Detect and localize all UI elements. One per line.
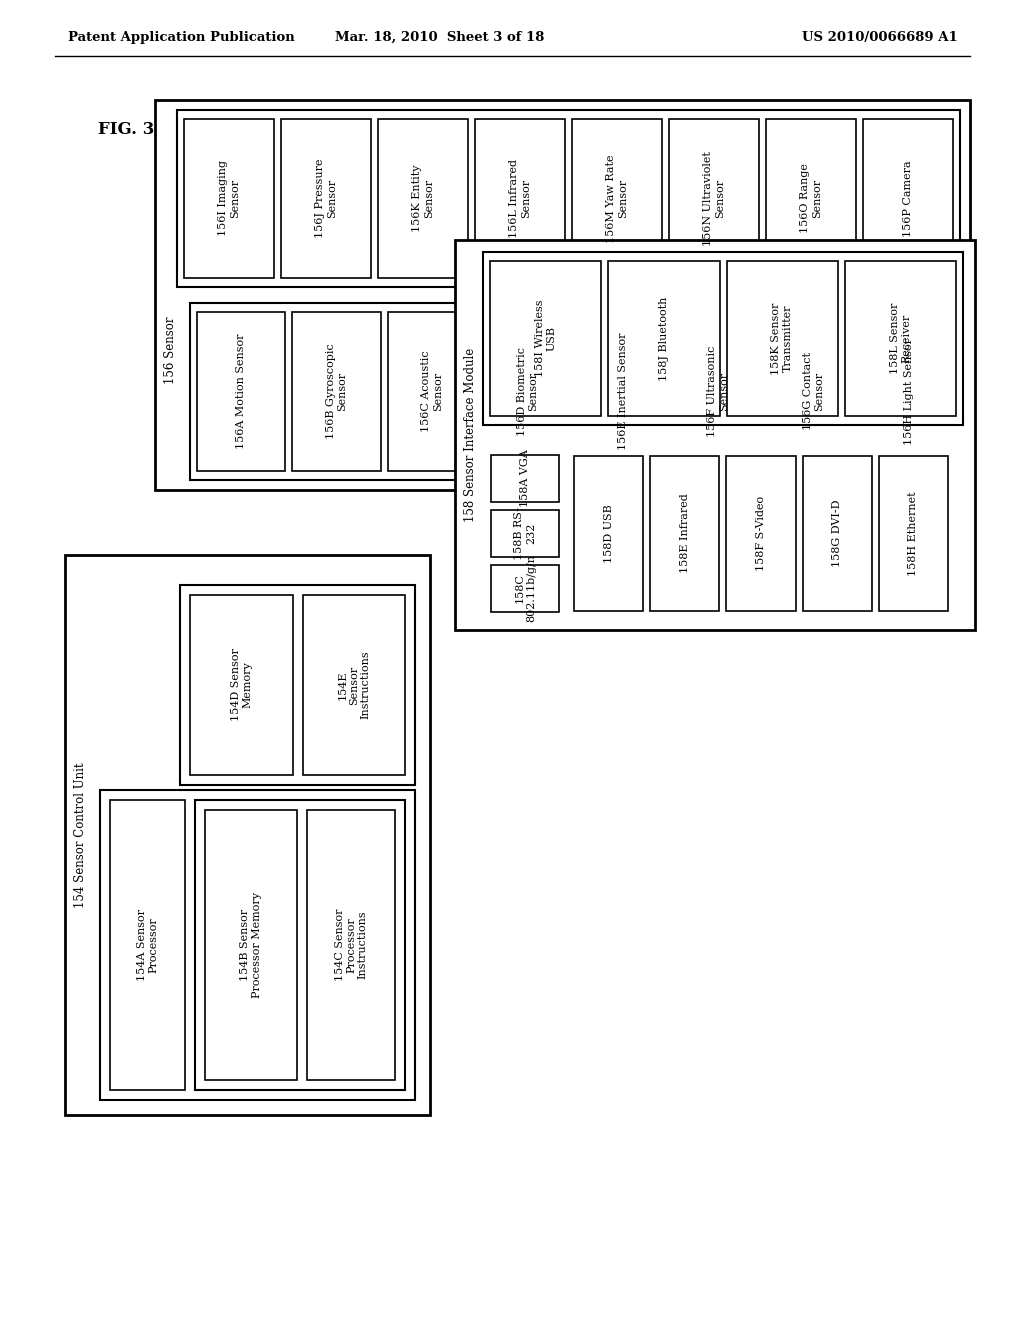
Bar [110,800,185,1090]
Text: 154E
Sensor
Instructions: 154E Sensor Instructions [338,651,371,719]
Bar [579,312,667,471]
Text: 158B RS-
232: 158B RS- 232 [514,507,536,560]
Text: 156J Pressure
Sensor: 156J Pressure Sensor [315,158,337,238]
Text: 154D Sensor
Memory: 154D Sensor Memory [230,648,253,722]
Text: 158A VGA: 158A VGA [520,450,530,507]
Bar [845,261,956,416]
Text: 156G Contact
Sensor: 156G Contact Sensor [803,352,824,430]
Bar [184,119,274,279]
Bar [769,312,858,471]
Bar [180,585,415,785]
Text: 158 Sensor Interface Module: 158 Sensor Interface Module [465,348,477,523]
Text: US 2010/0066689 A1: US 2010/0066689 A1 [802,30,957,44]
Text: 158L Sensor
Receiver: 158L Sensor Receiver [890,302,911,374]
Bar [879,455,948,611]
Text: 158I Wireless
USB: 158I Wireless USB [535,300,556,378]
Text: 156I Imaging
Sensor: 156I Imaging Sensor [218,161,240,236]
Bar [475,119,565,279]
Text: 156K Entity
Sensor: 156K Entity Sensor [413,165,434,232]
Bar [650,455,720,611]
Text: 156H Light Sensor: 156H Light Sensor [904,338,913,445]
Text: 156D Biometric
Sensor: 156D Biometric Sensor [516,347,539,436]
Bar [726,455,796,611]
Text: Mar. 18, 2010  Sheet 3 of 18: Mar. 18, 2010 Sheet 3 of 18 [335,30,545,44]
Bar [490,455,559,502]
Text: 156E Inertial Sensor: 156E Inertial Sensor [617,333,628,450]
Text: 154 Sensor Control Unit: 154 Sensor Control Unit [74,762,86,908]
Bar [574,455,643,611]
Text: 158C
802.11b/g/n: 158C 802.11b/g/n [514,554,536,623]
Bar [572,119,662,279]
Text: 156 Sensor: 156 Sensor [165,317,177,384]
Text: 156C Acoustic
Sensor: 156C Acoustic Sensor [421,351,442,433]
Bar [726,261,838,416]
Bar [281,119,371,279]
Text: 158H Ethernet: 158H Ethernet [908,491,919,576]
Bar [155,100,970,490]
Bar [293,312,381,471]
Bar [190,595,294,775]
Bar [190,304,961,480]
Text: 154B Sensor
Processor Memory: 154B Sensor Processor Memory [241,892,262,998]
Text: 158F S-Video: 158F S-Video [756,496,766,572]
Bar [669,119,759,279]
Text: Patent Application Publication: Patent Application Publication [68,30,295,44]
Text: 158G DVI-D: 158G DVI-D [833,500,842,568]
Bar [490,510,559,557]
Text: 156P Camera: 156P Camera [903,160,913,236]
Bar [864,312,953,471]
Bar [803,455,871,611]
Bar [307,810,395,1080]
Bar [65,554,430,1115]
Bar [674,312,762,471]
Bar [177,110,961,286]
Bar [483,252,963,425]
Bar [483,312,571,471]
Bar [863,119,953,279]
Bar [100,789,415,1100]
Text: 154C Sensor
Processor
Instructions: 154C Sensor Processor Instructions [335,908,368,981]
Bar [388,312,476,471]
Text: 154A Sensor
Processor: 154A Sensor Processor [136,909,159,981]
Text: 156M Yaw Rate
Sensor: 156M Yaw Rate Sensor [606,154,628,243]
Bar [195,800,406,1090]
Bar [490,565,559,612]
Bar [766,119,856,279]
Bar [197,312,286,471]
Text: 156O Range
Sensor: 156O Range Sensor [800,164,822,234]
Bar [455,240,975,630]
Text: 158D USB: 158D USB [603,504,613,562]
Text: 156B Gyroscopic
Sensor: 156B Gyroscopic Sensor [326,343,347,440]
Bar [205,810,297,1080]
Bar [490,261,601,416]
Bar [303,595,406,775]
Bar [378,119,468,279]
Text: 156F Ultrasonic
Sensor: 156F Ultrasonic Sensor [708,346,729,437]
Text: 158J Bluetooth: 158J Bluetooth [658,296,669,380]
Text: FIG. 3: FIG. 3 [98,121,155,139]
Text: 158E Infrared: 158E Infrared [680,494,690,573]
Text: 156L Infrared
Sensor: 156L Infrared Sensor [509,158,530,238]
Text: 156N Ultraviolet
Sensor: 156N Ultraviolet Sensor [703,150,725,246]
Text: 156A Motion Sensor: 156A Motion Sensor [237,334,246,449]
Text: 158K Sensor
Transmitter: 158K Sensor Transmitter [771,302,793,375]
Bar [608,261,720,416]
